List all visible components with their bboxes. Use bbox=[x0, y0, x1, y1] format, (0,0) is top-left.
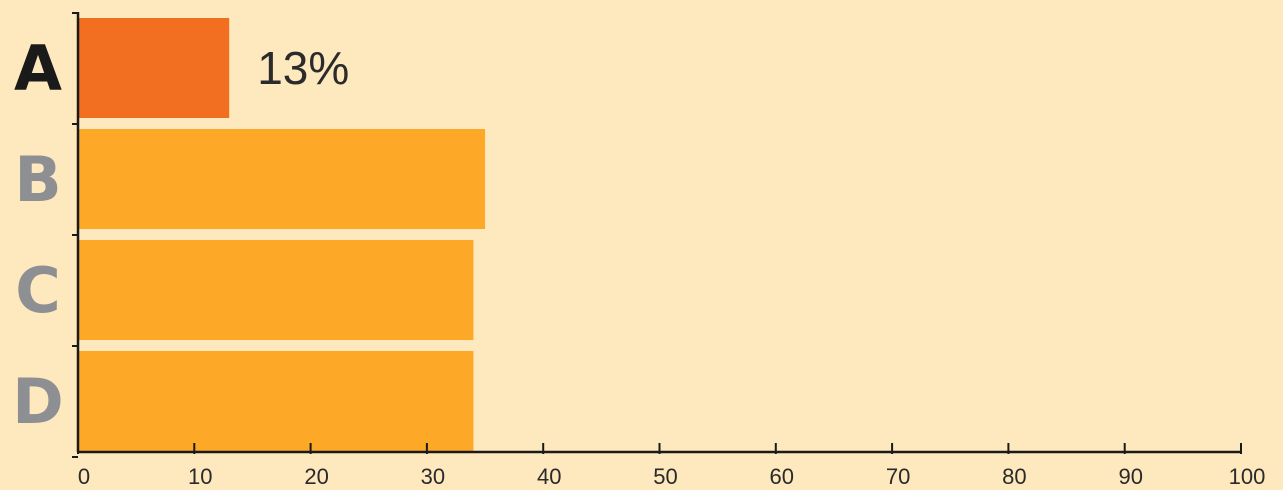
x-tick-label-40: 40 bbox=[537, 464, 561, 489]
x-tick-label-70: 70 bbox=[886, 464, 910, 489]
bar-d bbox=[78, 351, 474, 451]
x-tick-label-30: 30 bbox=[421, 464, 445, 489]
bars-group bbox=[78, 18, 486, 451]
x-tick-label-80: 80 bbox=[1002, 464, 1026, 489]
category-label-d: D bbox=[12, 365, 63, 438]
x-tick-label-60: 60 bbox=[770, 464, 794, 489]
x-tick-label-0: 0 bbox=[78, 464, 90, 489]
category-label-a: A bbox=[14, 32, 62, 105]
x-tick-label-10: 10 bbox=[188, 464, 212, 489]
category-label-b: B bbox=[14, 143, 61, 216]
bar-c bbox=[78, 240, 474, 340]
x-tick-label-100: 100 bbox=[1229, 464, 1266, 489]
category-label-c: C bbox=[15, 254, 61, 327]
x-tick-label-20: 20 bbox=[304, 464, 328, 489]
bar-b bbox=[78, 129, 486, 229]
x-tick-label-50: 50 bbox=[653, 464, 677, 489]
data-label-a: 13% bbox=[257, 42, 349, 94]
data-labels-group: 13% bbox=[257, 42, 349, 94]
bar-a bbox=[78, 18, 230, 118]
x-tick-label-90: 90 bbox=[1118, 464, 1142, 489]
axes-group: 0 10 20 30 40 50 60 70 80 90 100 bbox=[72, 12, 1265, 489]
